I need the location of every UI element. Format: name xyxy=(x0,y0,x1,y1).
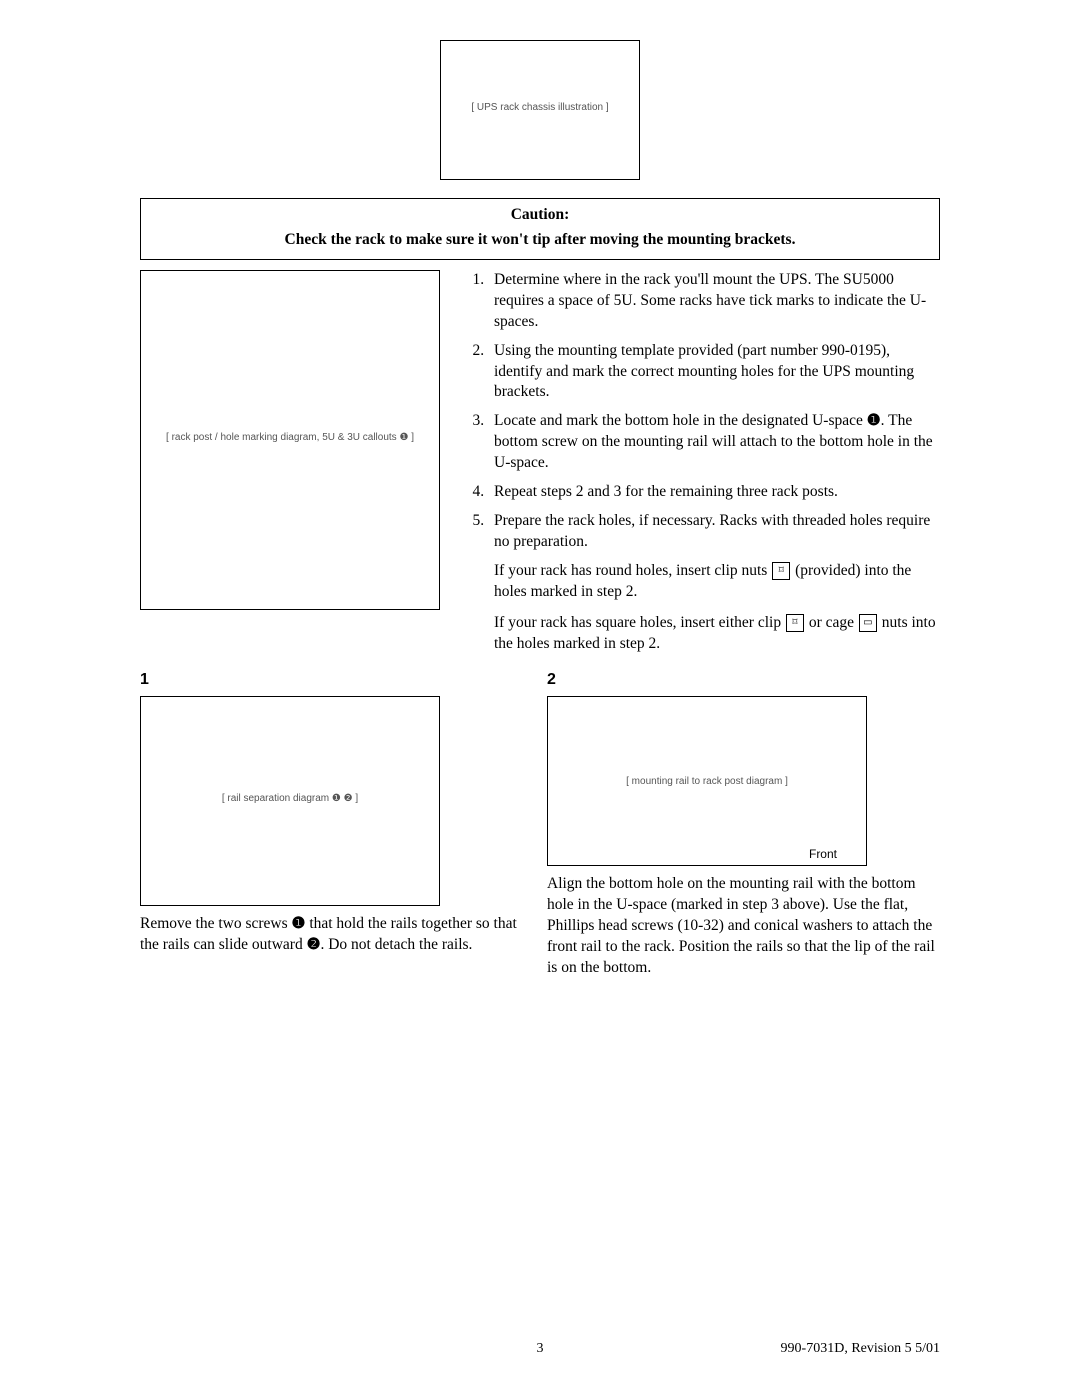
square-holes-text-b: or cage xyxy=(805,614,858,631)
step-1-text-a: Remove the two screws xyxy=(140,915,292,932)
rack-diagram-column: [ rack post / hole marking diagram, 5U &… xyxy=(140,270,440,610)
top-ups-figure: [ UPS rack chassis illustration ] xyxy=(140,40,940,180)
figure-rail-remove-screws: [ rail separation diagram ❶ ❷ ] xyxy=(140,696,440,906)
step-1-text-c: . Do not detach the rails. xyxy=(320,936,472,953)
step-number-1: 1 xyxy=(140,669,533,691)
round-holes-text-a: If your rack has round holes, insert cli… xyxy=(494,562,771,579)
callout-1-icon: ❶ xyxy=(867,412,881,429)
step-1: Determine where in the rack you'll mount… xyxy=(488,270,940,333)
instruction-list: Determine where in the rack you'll mount… xyxy=(462,270,940,665)
procedure-step-2: 2 [ mounting rail to rack post diagram ]… xyxy=(547,669,940,979)
step-2: Using the mounting template provided (pa… xyxy=(488,341,940,404)
caution-title: Caution: xyxy=(149,205,931,226)
step-4: Repeat steps 2 and 3 for the remaining t… xyxy=(488,482,940,503)
cage-nut-icon: ▭ xyxy=(859,614,877,632)
clip-nut-icon: ⌑ xyxy=(772,562,790,580)
page-footer: 3 990-7031D, Revision 5 5/01 xyxy=(140,1340,940,1359)
callout-1b-icon: ❶ xyxy=(292,915,306,932)
figure-mounting-rail: [ mounting rail to rack post diagram ] xyxy=(547,696,867,866)
figure-rack-holes: [ rack post / hole marking diagram, 5U &… xyxy=(140,270,440,610)
step-5: Prepare the rack holes, if necessary. Ra… xyxy=(488,511,940,553)
front-label: Front xyxy=(809,846,837,862)
doc-id: 990-7031D, Revision 5 5/01 xyxy=(781,1340,940,1359)
procedure-step-1: 1 [ rail separation diagram ❶ ❷ ] Remove… xyxy=(140,669,533,979)
step-number-2: 2 xyxy=(547,669,940,691)
clip-icon: ⌑ xyxy=(786,614,804,632)
figure-ups-chassis: [ UPS rack chassis illustration ] xyxy=(440,40,640,180)
step-3-text-a: Locate and mark the bottom hole in the d… xyxy=(494,412,867,429)
step-2-caption: Align the bottom hole on the mounting ra… xyxy=(547,874,940,979)
step-3: Locate and mark the bottom hole in the d… xyxy=(488,411,940,474)
square-holes-text-a: If your rack has square holes, insert ei… xyxy=(494,614,785,631)
step-1-caption: Remove the two screws ❶ that hold the ra… xyxy=(140,914,533,956)
page-number: 3 xyxy=(537,1340,544,1359)
step-5-square-holes: If your rack has square holes, insert ei… xyxy=(494,613,940,655)
caution-body: Check the rack to make sure it won't tip… xyxy=(149,230,931,251)
callout-2-icon: ❷ xyxy=(307,936,321,953)
step-5-round-holes: If your rack has round holes, insert cli… xyxy=(494,561,940,603)
caution-box: Caution: Check the rack to make sure it … xyxy=(140,198,940,260)
